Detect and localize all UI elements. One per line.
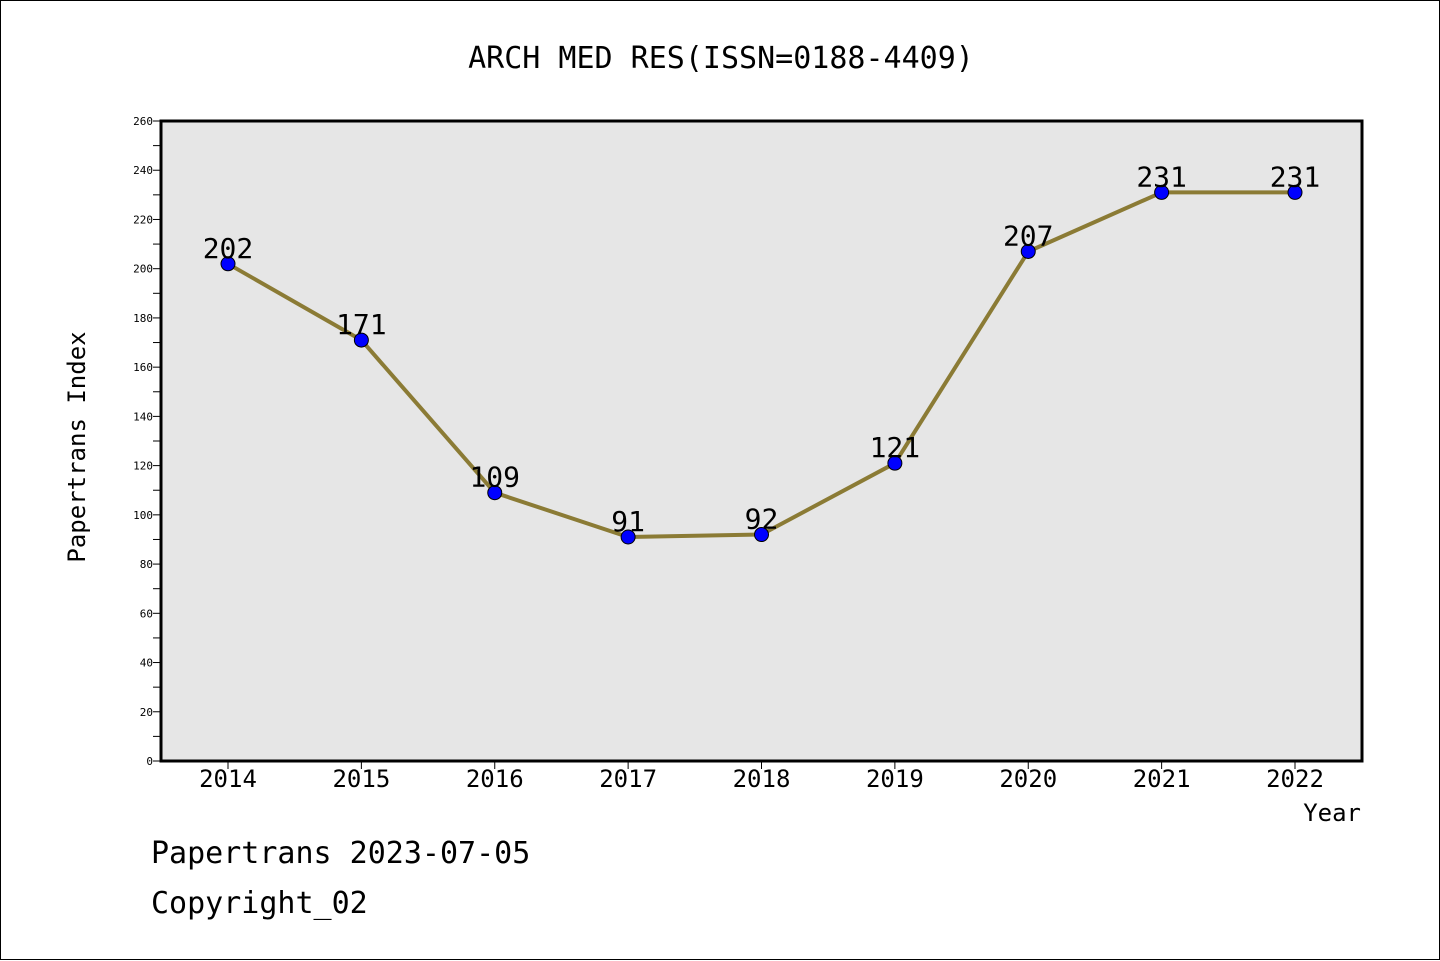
x-tick-label: 2017: [599, 765, 657, 793]
data-label: 207: [1003, 219, 1054, 252]
y-tick-label: 40: [140, 657, 153, 670]
data-label: 92: [745, 503, 779, 536]
y-axis-label: Papertrans Index: [63, 331, 91, 562]
y-tick-label: 140: [133, 410, 153, 423]
y-tick-label: 160: [133, 361, 153, 374]
y-tick-label: 100: [133, 509, 153, 522]
x-tick-label: 2020: [999, 765, 1057, 793]
y-tick-label: 80: [140, 558, 153, 571]
data-point: [220, 256, 236, 272]
data-label: 91: [611, 505, 645, 538]
y-axis: 0 20 40 60 80 100 120 140 160 180 200 220 240 260: [133, 115, 161, 768]
data-labels-group: 202 171 109 91 92 121 207 231 231: [203, 160, 1321, 538]
data-point: [620, 529, 636, 545]
y-tick-label: 180: [133, 312, 153, 325]
x-axis-label: Year: [1303, 799, 1361, 827]
data-point: [1020, 243, 1036, 259]
data-point: [1287, 184, 1303, 200]
y-tick-label: 220: [133, 213, 153, 226]
data-label: 171: [336, 308, 387, 341]
y-tick-label: 0: [146, 755, 153, 768]
x-tick-label: 2015: [332, 765, 390, 793]
data-point: [754, 527, 769, 543]
data-point: [1154, 184, 1170, 200]
data-label: 109: [469, 461, 520, 494]
data-label: 202: [203, 232, 254, 265]
y-tick-label: 200: [133, 263, 153, 276]
y-tick-label: 260: [133, 115, 153, 128]
y-tick-label: 240: [133, 164, 153, 177]
data-point: [353, 332, 369, 348]
series-line-group: [220, 184, 1303, 545]
plot-area: [159, 119, 1364, 763]
x-tick-label: 2016: [466, 765, 524, 793]
footer-copyright-text: Copyright_02: [151, 886, 368, 921]
chart-title: ARCH MED RES(ISSN=0188-4409): [468, 41, 974, 76]
x-tick-label: 2018: [733, 765, 791, 793]
data-label: 121: [870, 431, 921, 464]
x-axis: 2014 2015 2016 2017 2018 2019 2020 2021 2022: [199, 761, 1324, 793]
data-label: 231: [1136, 160, 1187, 193]
y-tick-label: 60: [140, 607, 153, 620]
y-tick-label: 20: [140, 706, 153, 719]
x-tick-label: 2022: [1266, 765, 1324, 793]
x-tick-label: 2019: [866, 765, 924, 793]
data-point: [487, 485, 503, 501]
footer-date-text: Papertrans 2023-07-05: [151, 836, 531, 871]
x-tick-label: 2021: [1133, 765, 1191, 793]
y-tick-label: 120: [133, 460, 153, 473]
x-tick-label: 2014: [199, 765, 257, 793]
data-point: [887, 455, 903, 471]
data-label: 231: [1270, 160, 1321, 193]
